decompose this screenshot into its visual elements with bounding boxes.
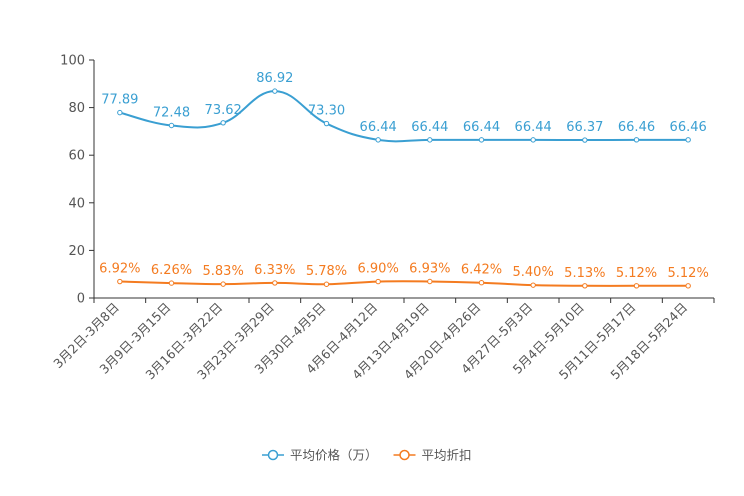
data-point[interactable] bbox=[323, 120, 330, 127]
data-label: 72.48 bbox=[153, 105, 190, 120]
data-point[interactable] bbox=[427, 278, 433, 285]
data-label: 86.92 bbox=[256, 71, 293, 86]
data-point[interactable] bbox=[117, 278, 123, 285]
y-tick-label: 0 bbox=[77, 292, 85, 307]
data-label: 66.46 bbox=[670, 120, 707, 135]
data-label: 66.44 bbox=[515, 120, 552, 135]
data-labels: 77.89 72.48 73.62 86.92 73.30 66.44 66.44 66.44… bbox=[99, 71, 709, 281]
data-point[interactable] bbox=[427, 137, 433, 143]
data-point[interactable] bbox=[530, 137, 536, 143]
data-label: 66.44 bbox=[360, 120, 397, 135]
data-point[interactable] bbox=[530, 282, 536, 288]
data-label: 66.44 bbox=[463, 120, 500, 135]
data-point[interactable] bbox=[323, 281, 330, 287]
legend-label: 平均价格（万） bbox=[290, 448, 378, 463]
legend[interactable]: 平均价格（万） 平均折扣 bbox=[262, 448, 472, 463]
data-label: 6.92% bbox=[99, 262, 140, 277]
data-label: 6.33% bbox=[254, 263, 295, 278]
data-label: 6.90% bbox=[358, 262, 399, 277]
data-point[interactable] bbox=[478, 137, 485, 143]
data-point[interactable] bbox=[685, 137, 691, 143]
data-label: 73.30 bbox=[308, 104, 345, 119]
data-point[interactable] bbox=[685, 283, 691, 289]
data-point[interactable] bbox=[633, 283, 640, 289]
series-line-1 bbox=[119, 280, 689, 287]
legend-marker-icon bbox=[399, 449, 410, 461]
y-tick-label: 40 bbox=[68, 196, 85, 211]
data-point[interactable] bbox=[272, 88, 278, 94]
data-label: 6.93% bbox=[409, 262, 450, 277]
data-point[interactable] bbox=[272, 280, 278, 286]
legend-item-1[interactable]: 平均折扣 bbox=[393, 448, 472, 463]
data-label: 5.13% bbox=[564, 266, 605, 281]
data-label: 5.12% bbox=[616, 266, 657, 281]
data-point[interactable] bbox=[220, 120, 226, 126]
legend-item-0[interactable]: 平均价格（万） bbox=[262, 448, 378, 463]
legend-marker-icon bbox=[267, 449, 279, 461]
data-point[interactable] bbox=[168, 280, 175, 286]
data-label: 73.62 bbox=[205, 103, 242, 118]
data-label: 66.44 bbox=[411, 120, 448, 135]
data-label: 66.46 bbox=[618, 120, 655, 135]
data-point[interactable] bbox=[375, 278, 381, 285]
data-label: 5.40% bbox=[513, 265, 554, 280]
data-point[interactable] bbox=[168, 122, 175, 129]
data-label: 6.26% bbox=[151, 263, 192, 278]
data-point[interactable] bbox=[478, 280, 485, 286]
legend-label: 平均折扣 bbox=[422, 448, 472, 463]
data-label: 5.83% bbox=[203, 264, 244, 279]
data-point[interactable] bbox=[633, 137, 640, 143]
data-point[interactable] bbox=[582, 137, 588, 143]
y-axis-ticks: 0 20 40 60 80 100 bbox=[60, 54, 94, 307]
data-point[interactable] bbox=[375, 137, 381, 143]
data-label: 5.78% bbox=[306, 264, 347, 279]
data-label: 6.42% bbox=[461, 263, 502, 278]
series-group bbox=[117, 88, 691, 289]
y-tick-label: 100 bbox=[60, 54, 85, 69]
data-label: 66.37 bbox=[566, 120, 603, 135]
data-point[interactable] bbox=[220, 281, 226, 287]
x-axis-ticks: 3月2日-3月8日3月9日-3月15日3月16日-3月22日3月23日-3月29… bbox=[50, 298, 715, 382]
data-label: 5.12% bbox=[668, 266, 709, 281]
y-tick-label: 80 bbox=[68, 101, 85, 116]
data-point[interactable] bbox=[582, 283, 588, 289]
y-tick-label: 20 bbox=[68, 244, 85, 259]
y-tick-label: 60 bbox=[68, 149, 85, 164]
data-point[interactable] bbox=[117, 109, 123, 116]
data-label: 77.89 bbox=[101, 93, 138, 108]
